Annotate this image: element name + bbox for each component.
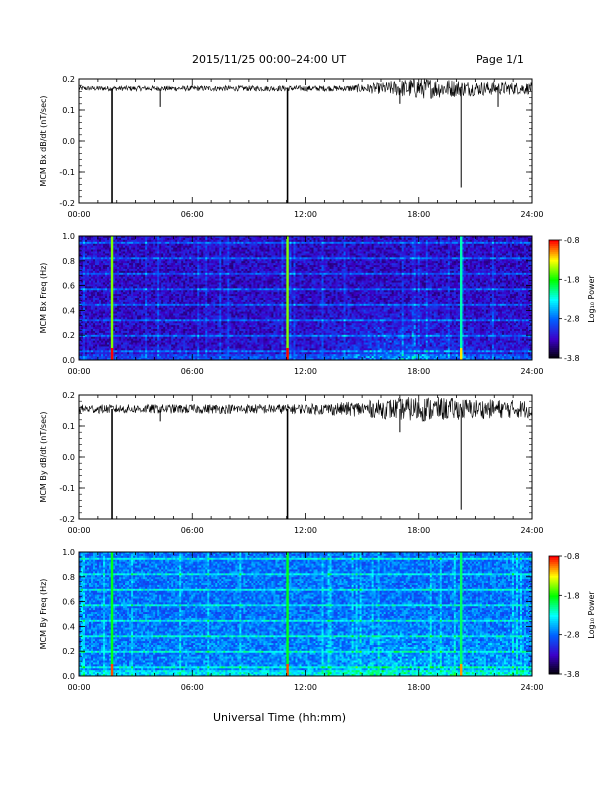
x-tick-label: 00:00 [67,683,90,692]
x-tick-label: 24:00 [520,683,543,692]
y-axis-label: MCM By Freq (Hz) [39,579,48,650]
colorbar-frame [548,239,560,359]
colorbar: -0.8 -1.8 -2.8 -3.8 Log₁₀ Power [548,552,596,679]
y-tick-label: 0.0 [62,453,75,462]
y-tick-label: 0.2 [62,331,75,340]
bright-line-base [110,664,114,676]
y-axis-label: MCM Bx dB/dt (nT/sec) [39,95,48,186]
x-axis-title: Universal Time (hh:mm) [213,711,346,724]
x-tick-label: 18:00 [407,683,430,692]
bright-line [286,552,289,676]
plot-title: 2015/11/25 00:00–24:00 UT [192,53,346,66]
y-tick-label: -0.2 [59,199,75,208]
x-tick-label: 24:00 [520,210,543,219]
heatmap-cells [79,236,533,361]
x-tick-label: 00:00 [67,367,90,376]
x-tick-label: 06:00 [181,367,204,376]
y-tick-label: 0.2 [62,647,75,656]
x-tick-label: 12:00 [294,210,317,219]
bright-line-base [110,348,114,360]
y-tick-label: 1.0 [62,232,75,241]
data-series-line [78,397,533,422]
x-tick-label: 06:00 [181,210,204,219]
x-tick-label: 06:00 [181,683,204,692]
bright-line-base [286,664,289,676]
y-tick-label: 0.1 [62,422,75,431]
plot-frame [78,394,533,520]
y-tick-label: 0.8 [62,257,75,266]
heatmap-cells [79,552,533,677]
x-tick-label: 18:00 [407,367,430,376]
plot-frame [78,551,533,677]
colorbar-frame [548,555,560,675]
y-tick-label: 0.4 [62,306,75,315]
x-tick-label: 12:00 [294,683,317,692]
bright-line [110,552,114,676]
y-tick-label: 0.6 [62,598,75,607]
colorbar-tick-label: -1.8 [564,591,580,600]
bright-line-base [460,348,463,360]
y-tick-label: 0.1 [62,106,75,115]
colorbar-tick-label: -2.8 [564,315,580,324]
y-tick-label: -0.1 [59,168,75,177]
bright-line [460,236,463,360]
bright-line-base [286,348,289,360]
x-tick-label: 12:00 [294,367,317,376]
bright-line [110,236,114,360]
y-tick-label: -0.2 [59,515,75,524]
x-tick-label: 24:00 [520,526,543,535]
y-tick-label: 0.8 [62,573,75,582]
y-axis-label: MCM Bx Freq (Hz) [39,263,48,334]
y-tick-label: 0.0 [62,137,75,146]
x-tick-label: 12:00 [294,526,317,535]
data-series-line [78,78,533,99]
y-tick-label: 0.4 [62,622,75,631]
colorbar-tick-label: -3.8 [564,670,580,679]
x-tick-label: 18:00 [407,526,430,535]
colorbar-tick-label: -2.8 [564,631,580,640]
bright-line-base [460,664,463,676]
colorbar-tick-label: -1.8 [564,275,580,284]
x-tick-label: 06:00 [181,526,204,535]
y-tick-label: 1.0 [62,548,75,557]
bright-line [286,236,289,360]
y-tick-label: 0.0 [62,672,75,681]
bright-line [460,552,463,676]
y-axis-label: MCM By dB/dt (nT/sec) [39,411,48,502]
plot-frame [78,235,533,361]
x-tick-label: 24:00 [520,367,543,376]
colorbar-tick-label: -3.8 [564,354,580,363]
colorbar-tick-label: -0.8 [564,552,580,561]
colorbar-label: Log₁₀ Power [587,275,596,323]
y-tick-label: 0.2 [62,391,75,400]
page-number: Page 1/1 [476,53,524,66]
x-tick-label: 18:00 [407,210,430,219]
colorbar-tick-label: -0.8 [564,236,580,245]
colorbar: -0.8 -1.8 -2.8 -3.8 Log₁₀ Power [548,236,596,363]
x-tick-label: 00:00 [67,526,90,535]
y-tick-label: -0.1 [59,484,75,493]
plot-frame [78,78,533,204]
y-tick-label: 0.2 [62,75,75,84]
y-tick-label: 0.0 [62,356,75,365]
colorbar-label: Log₁₀ Power [587,591,596,639]
y-tick-label: 0.6 [62,282,75,291]
x-tick-label: 00:00 [67,210,90,219]
